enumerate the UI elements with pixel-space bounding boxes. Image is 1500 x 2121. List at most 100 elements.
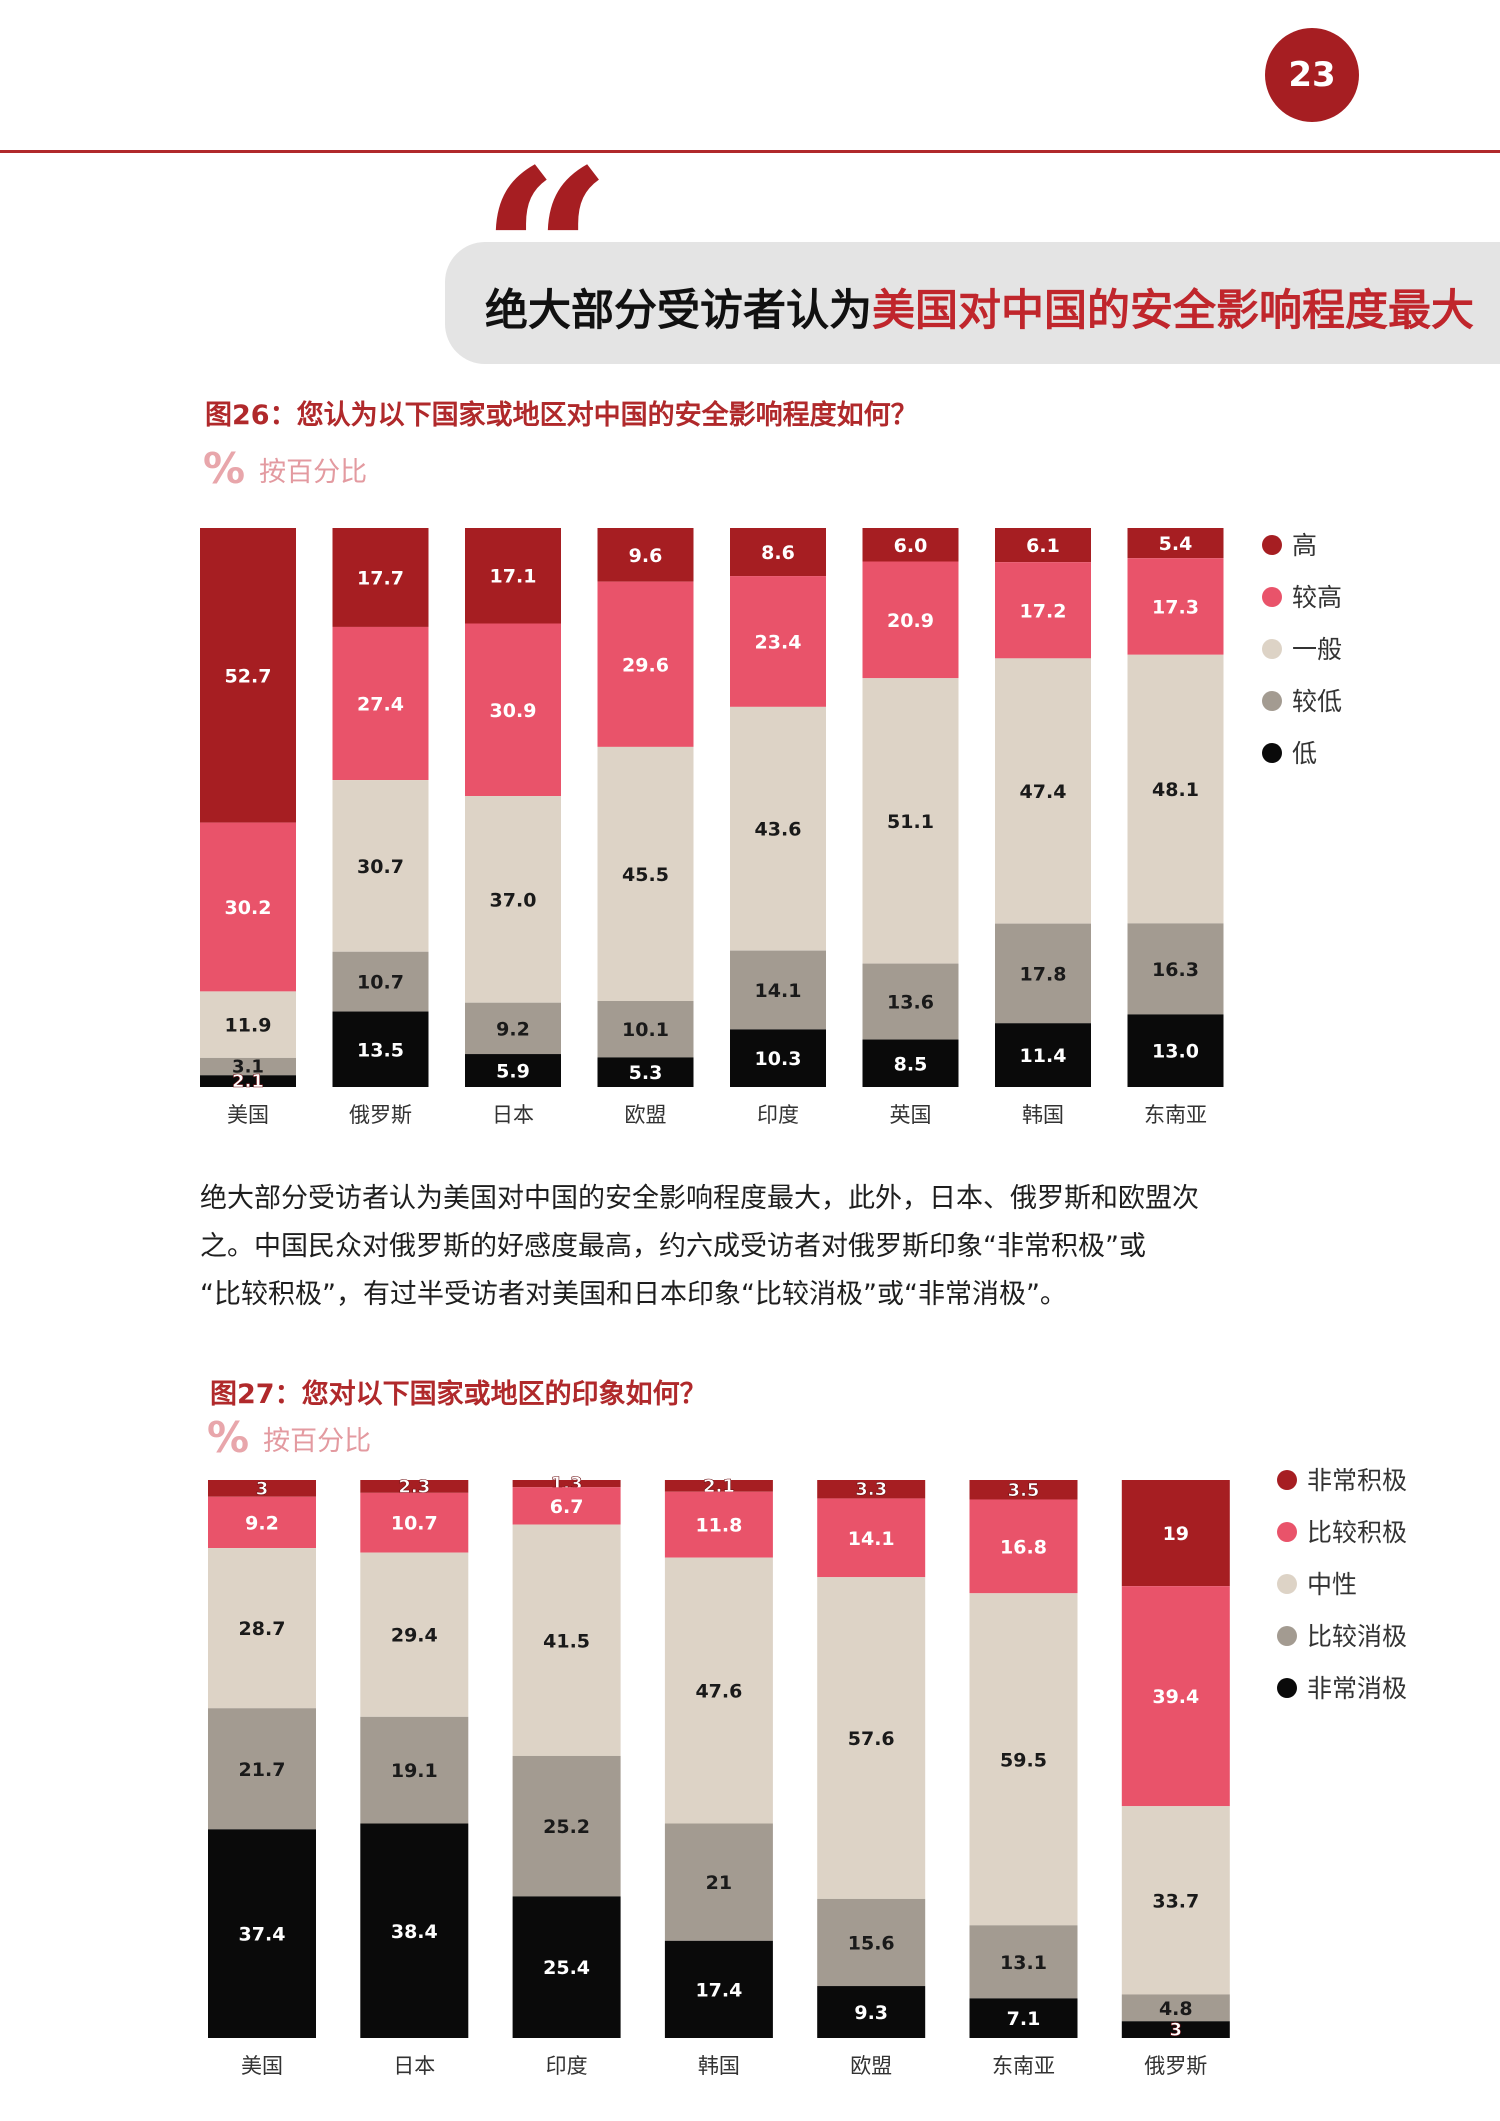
bar-segment-2 (1121, 1586, 1230, 1807)
header-rule (0, 150, 1500, 153)
bar-segment-3 (664, 1557, 773, 1824)
percent-icon: % (203, 444, 246, 493)
value-label: 19.1 (391, 1760, 438, 1782)
value-label: 39.4 (1152, 1686, 1199, 1708)
bar-segment-4 (512, 1755, 621, 1897)
legend-label: 非常积极 (1307, 1466, 1407, 1495)
value-label: 57.6 (848, 1728, 895, 1750)
value-label: 10.7 (357, 972, 404, 994)
bar-segment-1 (969, 1480, 1078, 1500)
legend-marker (1277, 1678, 1297, 1698)
category-label: 韩国 (698, 2054, 740, 2078)
value-label: 48.1 (1152, 779, 1199, 801)
bar-segment-1 (862, 528, 959, 562)
headline: 绝大部分受访者认为美国对中国的安全影响程度最大 (485, 276, 1474, 338)
legend-label: 低 (1292, 739, 1317, 768)
value-label: 9.3 (854, 2002, 888, 2024)
legend-marker (1277, 1522, 1297, 1542)
value-label: 5.3 (629, 1062, 663, 1084)
legend-marker (1277, 1470, 1297, 1490)
bar-segment-5 (664, 1940, 773, 2038)
value-label: 13.5 (357, 1039, 404, 1061)
bar-segment-2 (995, 562, 1091, 659)
value-label: 7.1 (1007, 2008, 1041, 2030)
bar-segment-1 (1121, 1480, 1230, 1587)
legend-label: 中性 (1307, 1570, 1357, 1599)
value-label: 28.7 (239, 1618, 286, 1640)
bar-segment-2 (512, 1487, 621, 1525)
value-label: 2.1 (232, 1071, 264, 1092)
bar-segment-1 (465, 528, 561, 624)
value-label: 37.4 (239, 1924, 286, 1946)
bar-segment-4 (597, 1001, 694, 1058)
value-label: 8.5 (894, 1053, 928, 1075)
legend-label: 非常消极 (1307, 1674, 1407, 1703)
value-label: 11.9 (225, 1015, 272, 1037)
bar-segment-3 (817, 1577, 926, 1899)
value-label: 14.1 (848, 1528, 895, 1550)
bar-segment-3 (1127, 654, 1224, 924)
value-label: 38.4 (391, 1921, 438, 1943)
bar-segment-3 (597, 746, 694, 1001)
page-number: 23 (1265, 28, 1359, 122)
bar-segment-4 (817, 1898, 926, 1987)
bar-segment-4 (465, 1002, 561, 1055)
body-line-3: “比较积极”，有过半受访者对美国和日本印象“比较消极”或“非常消极”。 (200, 1279, 1067, 1310)
bar-segment-3 (208, 1548, 316, 1709)
value-label: 9.2 (496, 1018, 530, 1040)
value-label: 30.7 (357, 856, 404, 878)
bar-segment-1 (730, 528, 826, 577)
value-label: 13.0 (1152, 1041, 1199, 1063)
headline-part1: 绝大部分受访者认为 (485, 286, 872, 336)
bar-segment-3 (360, 1552, 469, 1717)
bar-segment-5 (1127, 1014, 1224, 1087)
category-label: 印度 (546, 2054, 588, 2078)
bar-segment-5 (465, 1054, 561, 1087)
value-label: 14.1 (755, 980, 802, 1002)
bar-segment-4 (862, 963, 959, 1040)
value-label: 17.4 (695, 1979, 742, 2001)
value-label: 17.8 (1020, 963, 1067, 985)
bar-segment-2 (465, 623, 561, 797)
bar-segment-1 (817, 1480, 926, 1499)
figure-26-unit: % 按百分比 (203, 448, 367, 490)
legend-marker (1262, 587, 1282, 607)
category-label: 俄罗斯 (1144, 2054, 1207, 2078)
value-label: 3.5 (1008, 1480, 1040, 1501)
value-label: 45.5 (622, 864, 669, 886)
value-label: 3.3 (855, 1479, 887, 1500)
bar-segment-4 (995, 923, 1091, 1024)
value-label: 2.3 (398, 1476, 430, 1497)
bar-segment-4 (360, 1716, 469, 1824)
bar-segment-5 (862, 1039, 959, 1087)
category-label: 美国 (241, 2054, 283, 2078)
value-label: 13.6 (887, 992, 934, 1014)
bar-segment-3 (730, 706, 826, 951)
legend-label: 比较积极 (1307, 1518, 1407, 1547)
bar-segment-5 (332, 1011, 429, 1087)
value-label: 5.4 (1159, 533, 1193, 555)
bar-segment-1 (597, 528, 694, 582)
value-label: 2.1 (703, 1476, 735, 1497)
category-label: 印度 (757, 1103, 799, 1127)
value-label: 16.3 (1152, 959, 1199, 981)
value-label: 17.7 (357, 567, 404, 589)
bar-segment-3 (332, 780, 429, 952)
headline-highlight: 美国对中国的安全影响程度最大 (872, 286, 1474, 336)
body-text: 绝大部分受访者认为美国对中国的安全影响程度最大，此外，日本、俄罗斯和欧盟次 之。… (200, 1175, 1240, 1319)
bar-segment-4 (332, 951, 429, 1012)
category-label: 日本 (393, 2054, 435, 2078)
bar-segment-5 (969, 1998, 1078, 2038)
bar-segment-1 (332, 528, 429, 627)
value-label: 37.0 (490, 889, 537, 911)
bar-segment-2 (817, 1498, 926, 1578)
value-label: 52.7 (225, 665, 272, 687)
value-label: 17.3 (1152, 596, 1199, 618)
value-label: 43.6 (755, 819, 802, 841)
legend-label: 较高 (1292, 583, 1342, 612)
bar-segment-1 (995, 528, 1091, 563)
bar-segment-2 (730, 576, 826, 707)
value-label: 27.4 (357, 694, 404, 716)
value-label: 15.6 (848, 1932, 895, 1954)
bar-segment-2 (664, 1491, 773, 1558)
